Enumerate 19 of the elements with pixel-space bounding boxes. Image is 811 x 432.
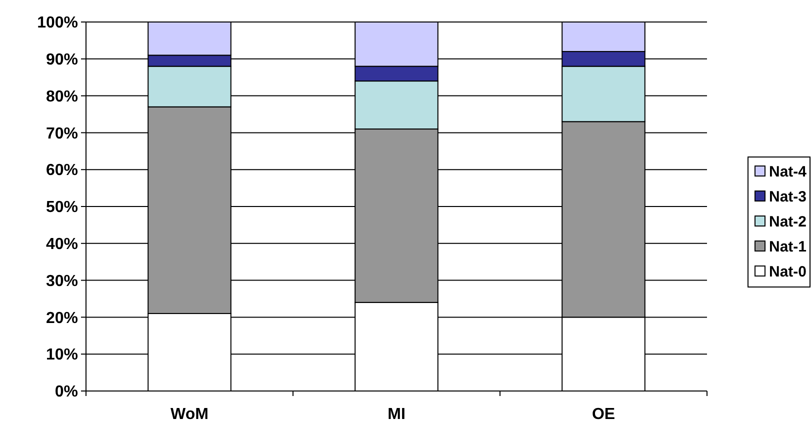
y-tick-label: 50% — [46, 199, 78, 216]
x-tick-label: OE — [592, 406, 616, 423]
legend-label: Nat-3 — [769, 188, 807, 206]
y-tick-label: 90% — [46, 52, 78, 68]
y-tick-label: 40% — [46, 236, 78, 253]
x-tick-label: WoM — [170, 406, 208, 423]
y-tick-label: 80% — [46, 88, 78, 106]
y-tick-label: 30% — [46, 272, 78, 290]
y-tick-label: 0% — [54, 384, 78, 401]
legend-label: Nat-2 — [769, 213, 807, 230]
y-tick-label: 100% — [37, 14, 78, 32]
y-tick-label: 70% — [46, 125, 78, 142]
y-tick-label: 60% — [46, 162, 78, 180]
legend-label: Nat-4 — [769, 163, 808, 180]
legend-label: Nat-0 — [769, 263, 807, 280]
x-tick-label: MI — [388, 406, 406, 423]
y-tick-label: 10% — [46, 346, 78, 364]
y-tick-label: 20% — [46, 310, 78, 327]
legend-label: Nat-1 — [769, 238, 807, 256]
